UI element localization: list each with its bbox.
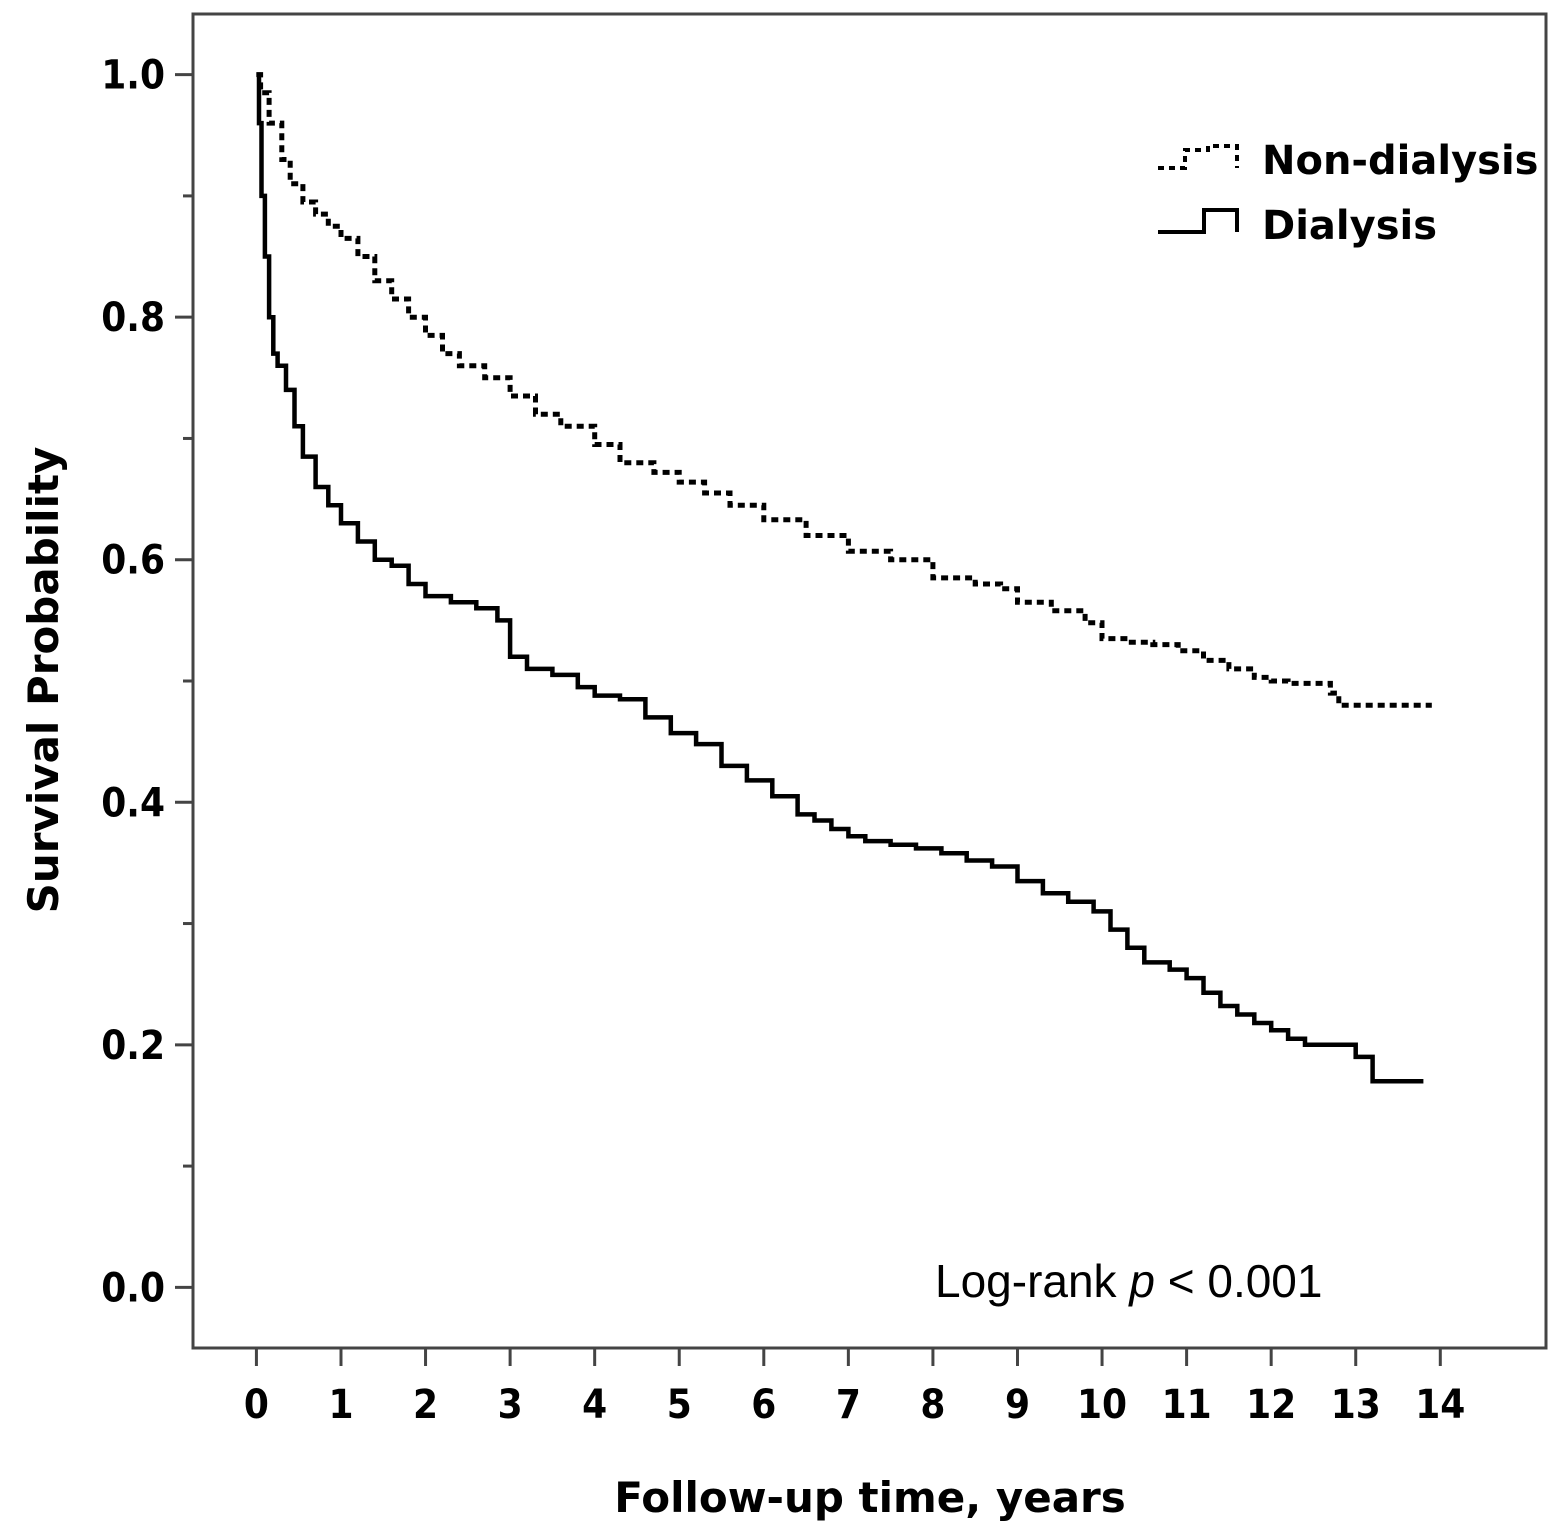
y-tick-label-0: 0.0 [101,1265,165,1311]
y-axis-title: Survival Probability [19,447,68,914]
x-tick-label-12: 12 [1246,1382,1296,1428]
y-tick-label-4: 0.8 [101,295,165,341]
x-tick-label-0: 0 [244,1382,269,1428]
y-tick-label-2: 0.4 [101,780,165,826]
legend: Non-dialysis Dialysis [1158,138,1538,249]
log-rank-p: p [1127,1255,1155,1307]
y-tick-label-1: 0.2 [101,1023,165,1069]
x-tick-label-2: 2 [413,1382,438,1428]
x-tick-label-1: 1 [328,1382,353,1428]
series-line-non-dialysis [256,72,1432,708]
x-tick-label-8: 8 [920,1382,945,1428]
x-tick-label-4: 4 [582,1382,607,1428]
y-tick-label-5: 1.0 [101,53,165,99]
legend-swatch-non-dialysis [1158,144,1239,170]
x-tick-label-5: 5 [667,1382,692,1428]
series-layer [256,72,1432,1084]
x-tick-label-11: 11 [1162,1382,1212,1428]
x-tick-label-13: 13 [1331,1382,1381,1428]
legend-swatch-dialysis [1158,208,1239,234]
x-tick-label-10: 10 [1077,1382,1127,1428]
log-rank-annotation: Log-rank p < 0.001 [935,1255,1322,1307]
legend-label-non-dialysis: Non-dialysis [1262,138,1538,184]
log-rank-suffix: < 0.001 [1155,1255,1323,1307]
x-tick-label-6: 6 [751,1382,776,1428]
x-tick-label-3: 3 [498,1382,523,1428]
log-rank-prefix: Log-rank [935,1255,1129,1307]
series-line-dialysis [256,72,1424,1084]
y-axis: 0.0 0.2 0.4 0.6 0.8 1.0 [101,53,193,1311]
x-axis-title: Follow-up time, years [614,1473,1126,1522]
x-tick-label-9: 9 [1005,1382,1030,1428]
x-tick-label-7: 7 [836,1382,861,1428]
x-tick-label-14: 14 [1415,1382,1465,1428]
legend-label-dialysis: Dialysis [1262,203,1437,249]
y-tick-label-3: 0.6 [101,538,165,584]
x-axis: 0 1 2 3 4 5 6 7 8 9 10 11 12 13 14 [244,1348,1465,1428]
